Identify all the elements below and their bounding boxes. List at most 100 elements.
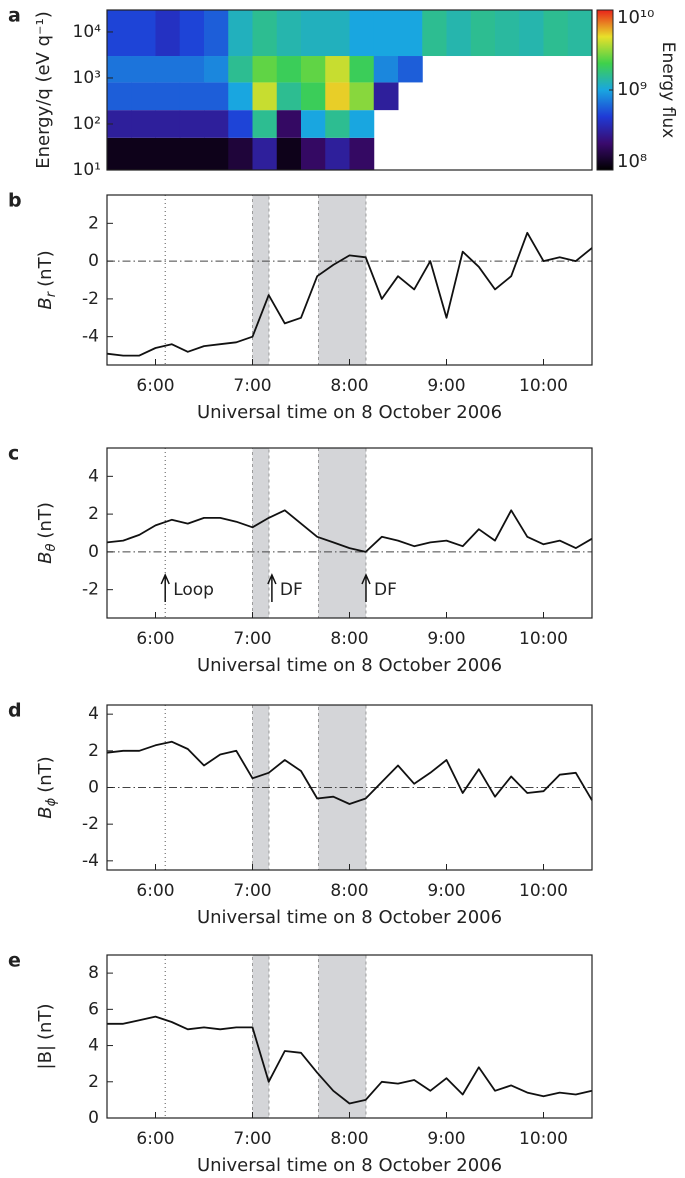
data-line [106,740,593,805]
y-tick-label: -2 [82,580,99,600]
y-axis-subscript: r [44,290,59,297]
heatmap-cell [204,56,229,83]
heatmap-cell [179,110,205,138]
heatmap-cell [276,10,302,57]
heatmap-cell [252,10,278,57]
heatmap-cell [301,82,326,111]
heatmap-cell [301,10,326,57]
heatmap-cell [204,110,229,138]
heatmap-cell [373,82,399,111]
x-tick-label: 10:00 [519,1129,568,1149]
heatmap-cell [543,10,569,57]
heatmap-cell [252,56,278,83]
panel-label: e [8,950,21,972]
x-tick-label: 8:00 [330,376,368,396]
heatmap-cell [567,10,593,57]
heatmap-cell [349,56,375,83]
heatmap-cell [228,82,253,111]
heatmap-cell [204,137,229,170]
heatmap-cell [519,10,544,57]
heatmap-cell [301,56,326,83]
x-axis-label: Universal time on 8 October 2006 [197,402,502,423]
y-tick-label: 0 [88,778,99,798]
y-tick-label: 0 [88,1108,99,1128]
y-tick-label: 10⁴ [73,22,102,42]
heatmap-cell [276,110,302,138]
x-tick-label: 8:00 [330,629,368,649]
heatmap-cell [204,10,229,57]
y-axis-symbol: B [35,297,56,309]
heatmap-cell [373,10,399,57]
heatmap-cell [349,10,375,57]
x-tick-label: 7:00 [233,376,271,396]
y-axis-subscript: ϕ [44,797,59,806]
y-axis-unit: (nT) [35,250,56,286]
heatmap-cell [252,110,278,138]
x-tick-label: 9:00 [427,376,465,396]
annotation-arrowhead [267,573,277,585]
y-tick-label: 2 [88,213,99,233]
heatmap-cell [131,10,156,57]
x-tick-label: 9:00 [427,881,465,901]
x-tick-label: 7:00 [233,881,271,901]
x-tick-label: 6:00 [136,629,174,649]
heatmap-cell [155,10,181,57]
y-tick-label: -4 [82,327,99,347]
y-tick-label: 6 [88,999,99,1019]
y-axis-label: Bθ (nT) [35,502,59,564]
heatmap-cell [131,82,156,111]
y-tick-label: 2 [88,1072,99,1092]
heatmap-cell [179,82,205,111]
y-axis-unit: (nT) [35,1004,56,1040]
x-tick-label: 6:00 [136,1129,174,1149]
x-tick-label: 10:00 [519,376,568,396]
y-tick-label: -2 [82,289,99,309]
heatmap-cell [301,110,326,138]
shaded-interval [252,194,270,366]
y-axis-label: Bϕ (nT) [35,756,59,818]
shaded-interval [318,194,367,366]
panel-label: b [8,190,22,212]
heatmap-cell [252,137,278,170]
y-axis-symbol: |B| [35,1045,56,1069]
heatmap-cell [155,137,181,170]
heatmap-cell [155,82,181,111]
x-axis-label: Universal time on 8 October 2006 [197,655,502,676]
y-tick-label: 10² [73,114,101,134]
x-tick-label: 7:00 [233,1129,271,1149]
y-tick-label: 2 [88,741,99,761]
annotation-label: DF [280,580,303,600]
heatmap-cell [325,110,350,138]
shaded-interval [318,954,367,1119]
heatmap-cell [422,10,447,57]
annotation-label: DF [374,580,397,600]
heatmap-cell [107,137,132,170]
heatmap-cell [131,56,156,83]
heatmap-cell [325,56,350,83]
x-tick-label: 9:00 [427,629,465,649]
heatmap-cell [228,56,253,83]
y-axis-symbol: B [35,552,56,564]
y-tick-label: 4 [88,1036,99,1056]
heatmap-cell [155,56,181,83]
y-axis-unit: (nT) [35,756,56,792]
panel-label: c [8,443,19,465]
y-tick-label: 4 [88,704,99,724]
heatmap-cell [276,56,302,83]
y-tick-label: 0 [88,251,99,271]
x-tick-label: 9:00 [427,1129,465,1149]
heatmap-cell [398,56,423,83]
x-tick-label: 10:00 [519,881,568,901]
heatmap-cell [276,82,302,111]
annotation-label: Loop [173,580,214,600]
y-tick-label: 2 [88,504,99,524]
x-axis-label: Universal time on 8 October 2006 [197,1155,502,1176]
heatmap-cell [179,137,205,170]
heatmap-cell [107,10,132,57]
heatmap-cell [179,10,205,57]
heatmap-cell [446,10,472,57]
y-tick-label: 0 [88,542,99,562]
shaded-interval [318,447,367,619]
heatmap-cell [470,10,496,57]
